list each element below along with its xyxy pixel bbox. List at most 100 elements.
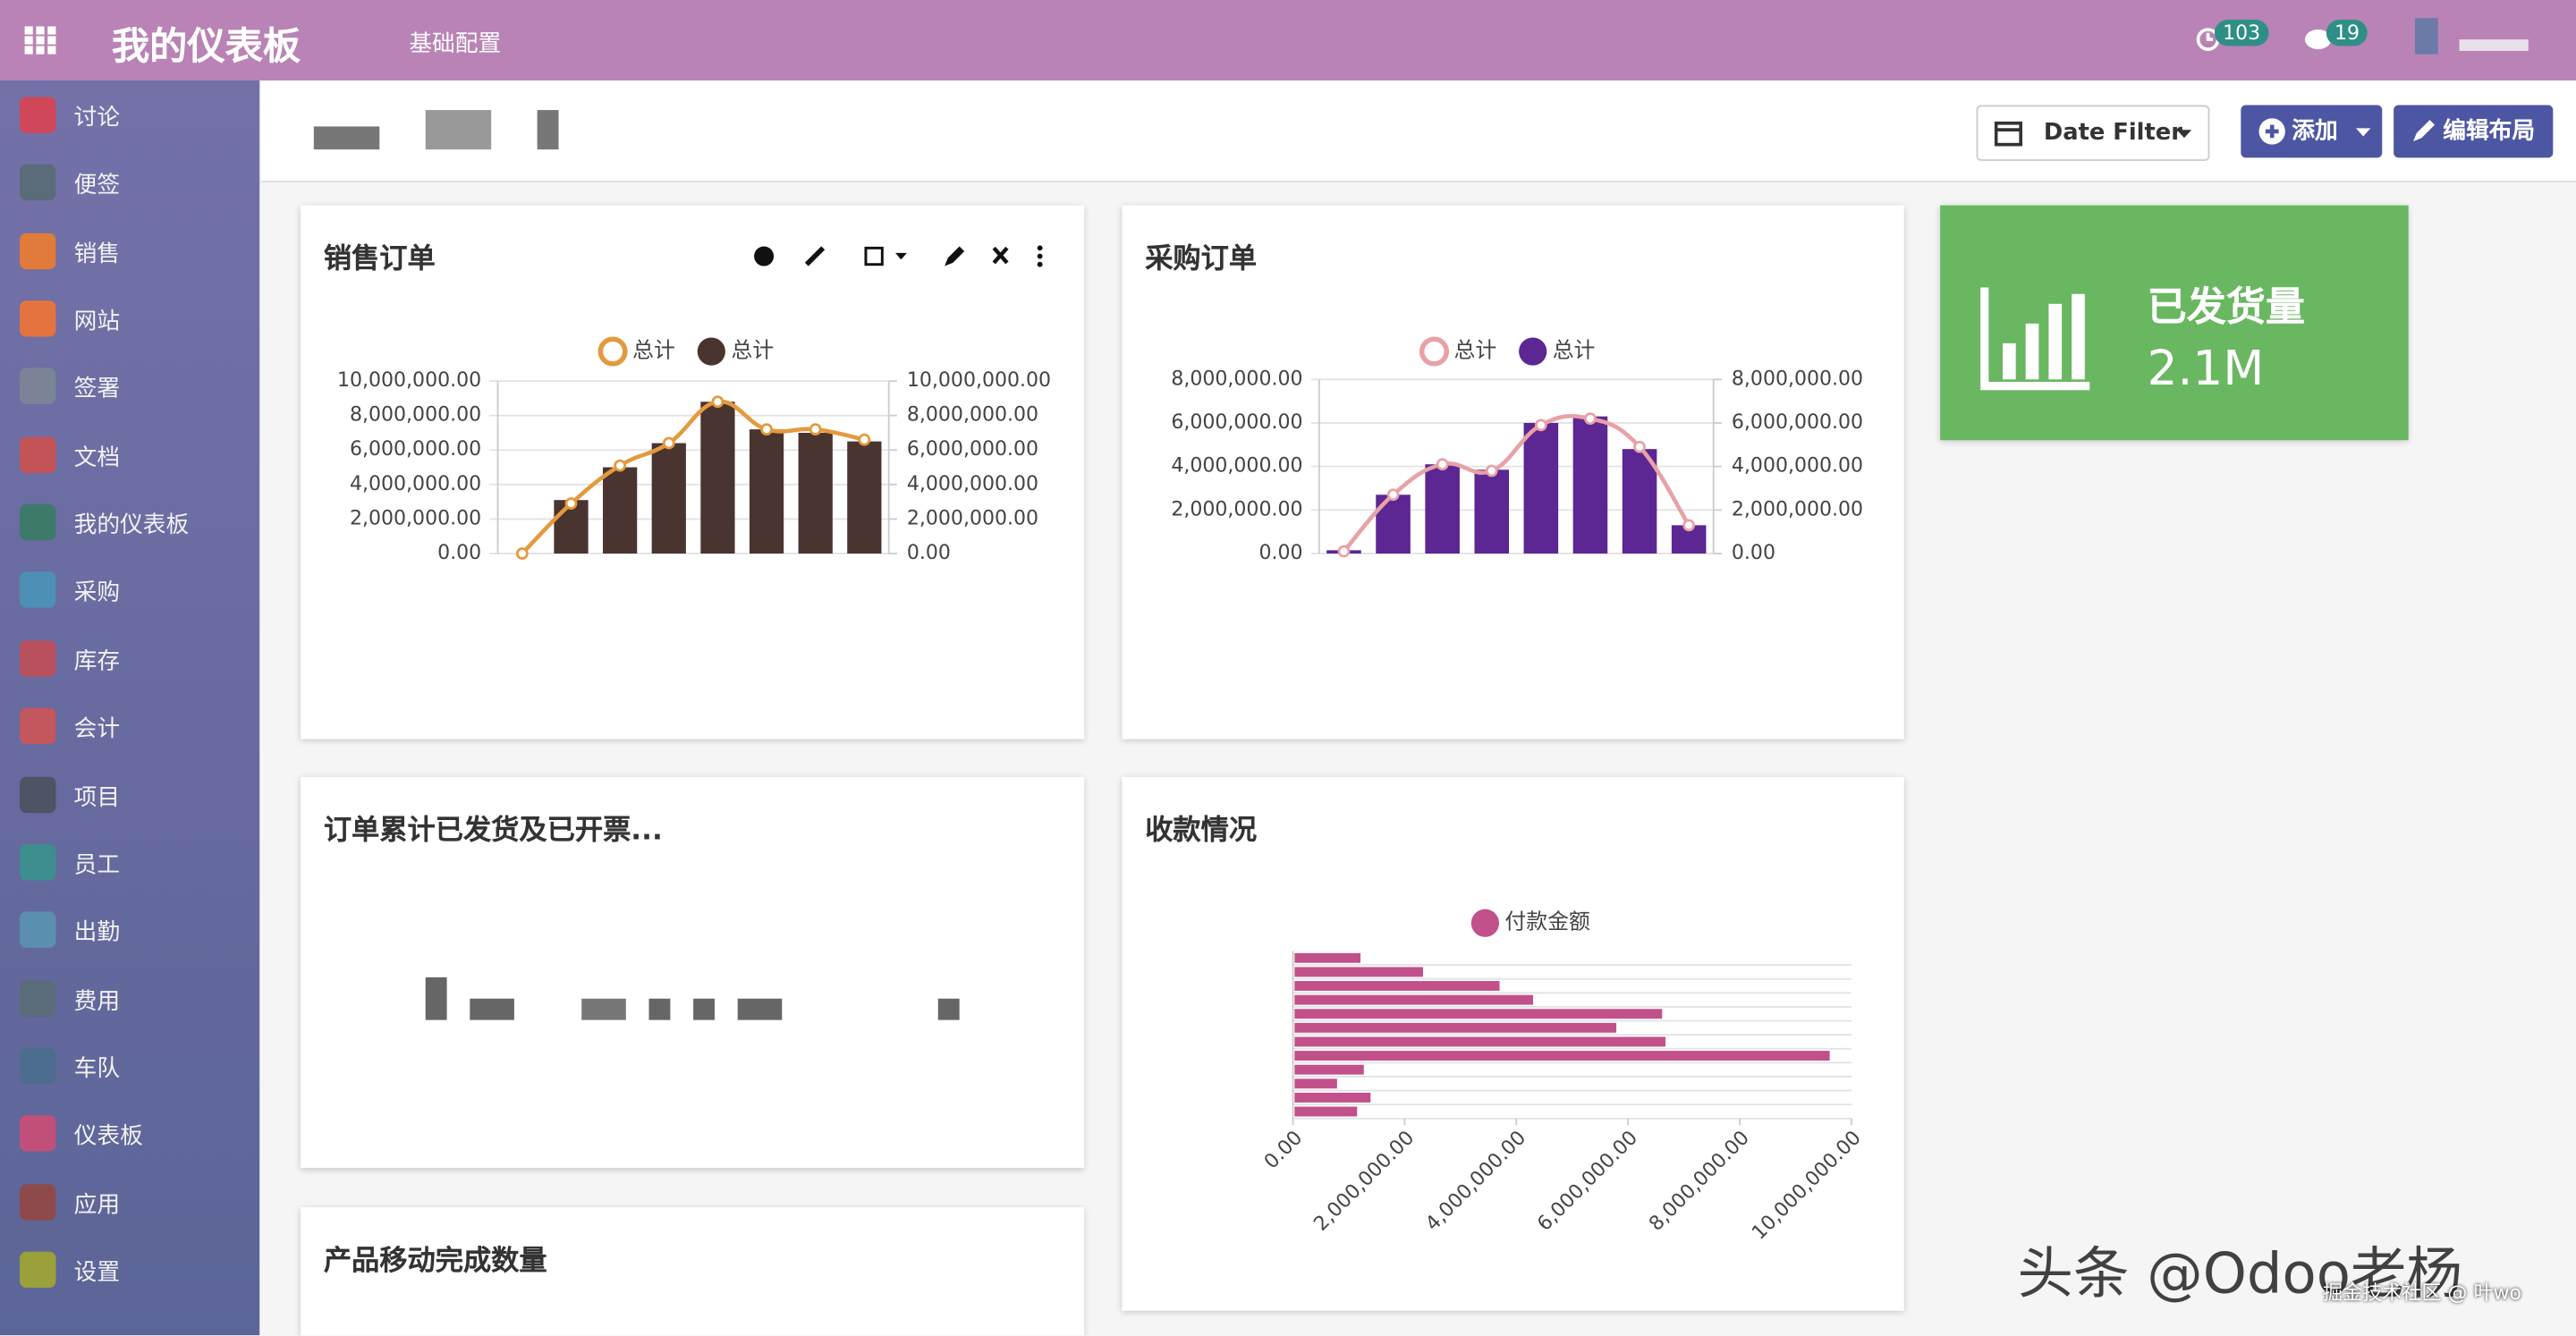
y2-tick-label: 2,000,000.00: [1732, 498, 1863, 520]
apps-icon[interactable]: [24, 26, 58, 55]
y2-tick-label: 10,000,000.00: [907, 369, 1051, 392]
legend-marker: [1470, 909, 1500, 937]
edit-layout-button[interactable]: 编辑布局: [2394, 105, 2554, 158]
add-button[interactable]: 添加: [2241, 105, 2383, 158]
menu-label: 设置: [73, 1259, 121, 1287]
bar: [700, 402, 735, 554]
bar: [1523, 422, 1559, 554]
menu-icon: [20, 911, 56, 949]
bar: [1294, 1009, 1663, 1019]
menu-icon: [20, 1251, 56, 1288]
dashboard-card: 销售订单: [301, 205, 1085, 740]
point: [760, 423, 773, 436]
menu-icon: [20, 843, 56, 881]
point: [1337, 545, 1351, 558]
menu-item[interactable]: 签署: [0, 357, 259, 416]
x-tick-label: 0.00: [1260, 1127, 1307, 1173]
menu-label: 讨论: [73, 105, 121, 131]
bar: [1294, 952, 1361, 963]
x-tick-label: 8,000,000.00: [1645, 1127, 1754, 1236]
menu-label: 出勤: [73, 919, 121, 947]
menu-item[interactable]: 库存: [0, 629, 259, 688]
y2-tick-label: 0.00: [1732, 542, 1775, 564]
dashboard-card: 订单累计已发货及已开票...: [301, 776, 1085, 1168]
menu-item[interactable]: 采购: [0, 561, 259, 620]
menu-item[interactable]: 文档: [0, 425, 259, 484]
card-title: 采购订单: [1145, 242, 1258, 276]
menu-item[interactable]: 仪表板: [0, 1104, 259, 1163]
user-name[interactable]: [2459, 39, 2529, 51]
menu-item[interactable]: 我的仪表板: [0, 493, 259, 552]
menu-item[interactable]: 项目: [0, 765, 259, 824]
menu-item[interactable]: 应用: [0, 1172, 259, 1231]
menu-item[interactable]: 便签: [0, 153, 259, 212]
menu-label: 会计: [73, 716, 121, 743]
menu-item[interactable]: 会计: [0, 697, 259, 756]
menu-item[interactable]: 员工: [0, 833, 259, 892]
point: [1584, 412, 1597, 425]
menu-item[interactable]: 车队: [0, 1036, 259, 1095]
y2-tick-label: 6,000,000.00: [907, 438, 1038, 461]
point: [1534, 419, 1547, 432]
menu-label: 项目: [73, 784, 121, 811]
menu-item[interactable]: 讨论: [0, 86, 259, 145]
menu-item[interactable]: 出勤: [0, 901, 259, 960]
bar: [1294, 994, 1534, 1005]
kpi-card[interactable]: 已发货量 2.1M: [1940, 205, 2409, 441]
legend-label: 总计: [1454, 338, 1497, 363]
bar: [798, 432, 833, 554]
menu-icon: [20, 1183, 56, 1220]
menu-item[interactable]: 设置: [0, 1240, 259, 1299]
menu-icon: [20, 233, 56, 269]
point: [858, 433, 871, 446]
menu-icon: [20, 368, 56, 405]
kpi-value: 2.1M: [2147, 340, 2265, 396]
bar: [1294, 981, 1500, 991]
watermark: 掘金技术社区 @ 叶wo: [2323, 1281, 2522, 1305]
y-tick-label: 6,000,000.00: [350, 438, 481, 461]
y2-tick-label: 4,000,000.00: [907, 473, 1038, 495]
menu-label: 车队: [73, 1055, 121, 1083]
bar: [1425, 464, 1460, 554]
menu-icon: [20, 165, 56, 201]
dashboard-card: 采购订单: [1122, 205, 1904, 740]
bar: [1294, 1092, 1371, 1103]
point: [614, 459, 627, 472]
sidebar: 讨论便签销售网站签署文档我的仪表板采购库存会计项目员工出勤费用车队仪表板应用设置: [0, 80, 260, 1336]
menu-label: 销售: [73, 241, 121, 267]
card-title: 订单累计已发货及已开票...: [323, 815, 663, 848]
legend-marker: [1519, 337, 1547, 366]
kpi-icon: [1980, 287, 2090, 391]
menu-icon: [20, 775, 56, 813]
card-tools[interactable]: [750, 241, 1046, 271]
bar: [1572, 416, 1608, 554]
menu-item[interactable]: 销售: [0, 221, 259, 280]
menu-icon: [20, 436, 56, 473]
x-tick-label: 2,000,000.00: [1309, 1127, 1419, 1236]
dashboard-card: 产品移动完成数量: [301, 1207, 1085, 1336]
avatar[interactable]: [2415, 18, 2438, 55]
watermark: 头条 @Odoo老杨: [2017, 1241, 2462, 1308]
legend-label: 付款金额: [1504, 909, 1590, 934]
point: [711, 395, 724, 409]
menu-label: 仪表板: [73, 1123, 143, 1151]
legend-label: 总计: [1553, 338, 1596, 363]
edit-layout-label: 编辑布局: [2443, 118, 2536, 145]
menu-icon: [20, 1115, 56, 1153]
menu-icon: [20, 97, 56, 133]
bar: [1294, 1036, 1666, 1047]
date-filter[interactable]: Date Filter: [1976, 105, 2210, 162]
point: [564, 497, 578, 510]
activity-badge: 103: [2214, 20, 2269, 47]
menu-label: 采购: [73, 580, 121, 607]
legend-marker: [1419, 336, 1450, 367]
menu-item[interactable]: 网站: [0, 289, 259, 348]
message-icon[interactable]: [2303, 28, 2333, 53]
x-tick-label: 10,000,000.00: [1748, 1127, 1866, 1245]
menu-item[interactable]: 基础配置: [409, 30, 502, 58]
menu-item[interactable]: 费用: [0, 968, 259, 1027]
breadcrumb: [537, 110, 559, 150]
bar: [1294, 1022, 1617, 1033]
